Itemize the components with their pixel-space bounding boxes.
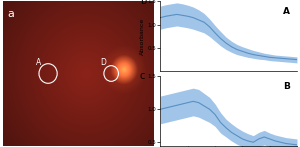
Text: A: A xyxy=(283,7,290,16)
Text: D: D xyxy=(101,58,106,67)
Text: B: B xyxy=(283,82,290,91)
Text: b: b xyxy=(140,0,146,6)
Text: a: a xyxy=(8,9,14,19)
Text: c: c xyxy=(140,71,145,81)
Y-axis label: Absorbance: Absorbance xyxy=(140,17,145,55)
Text: A: A xyxy=(36,58,41,67)
